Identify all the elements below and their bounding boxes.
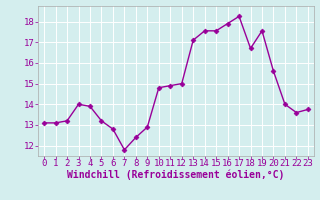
X-axis label: Windchill (Refroidissement éolien,°C): Windchill (Refroidissement éolien,°C)	[67, 170, 285, 180]
